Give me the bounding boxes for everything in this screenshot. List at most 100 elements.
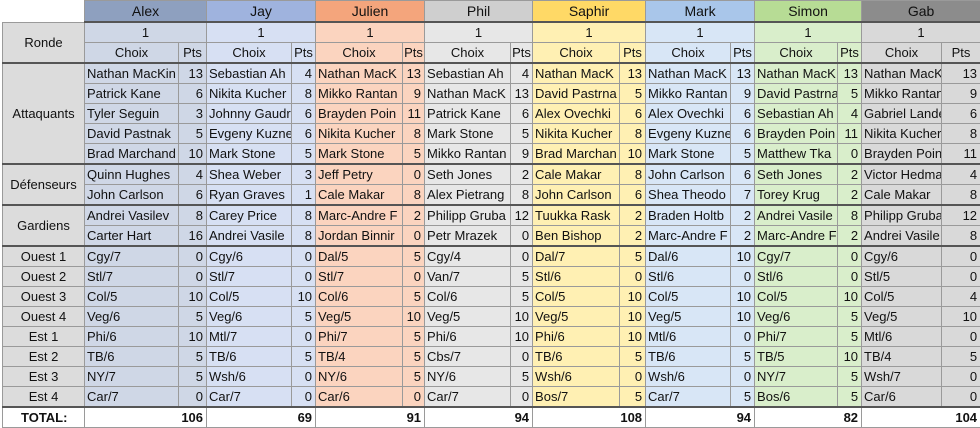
pick-cell: Johnny Gaudr <box>206 103 293 124</box>
pick-cell: Alex Ovechki <box>532 103 621 124</box>
pick-cell: TB/4 <box>315 346 404 367</box>
pts-cell: 0 <box>402 225 426 247</box>
pts-cell: 13 <box>941 62 980 84</box>
pick-cell: NY/7 <box>84 366 179 387</box>
pick-cell: Jeff Petry <box>315 163 404 185</box>
pts-cell: 0 <box>730 266 756 287</box>
pts-cell: 13 <box>402 62 426 84</box>
pts-cell: 2 <box>619 204 647 226</box>
pick-cell: Car/7 <box>84 386 179 408</box>
pick-cell: Cbs/7 <box>424 346 512 367</box>
pts-cell: 0 <box>402 266 426 287</box>
pick-cell: Ben Bishop <box>532 225 621 247</box>
pick-cell: Seth Jones <box>424 163 512 185</box>
pts-cell: 16 <box>177 225 208 247</box>
pts-cell: 9 <box>510 143 534 165</box>
pick-cell: TB/4 <box>861 346 943 367</box>
pts-cell: 10 <box>177 326 208 347</box>
pick-cell: Nathan MacK <box>315 62 404 84</box>
pick-cell: Phi/6 <box>84 326 179 347</box>
section-label: Défenseurs <box>2 163 85 206</box>
pts-cell: 5 <box>510 286 534 307</box>
pick-cell: Veg/5 <box>861 306 943 327</box>
pick-cell: Wsh/7 <box>861 366 943 387</box>
pts-cell: 5 <box>402 346 426 367</box>
pick-cell: NY/6 <box>424 366 512 387</box>
pts-cell: 4 <box>837 103 863 124</box>
pick-cell: Cgy/7 <box>84 245 179 267</box>
pick-cell: David Pastrna <box>754 83 839 104</box>
pts-cell: 0 <box>510 225 534 247</box>
pick-cell: Brayden Poin <box>315 103 404 124</box>
pick-cell: Phi/7 <box>315 326 404 347</box>
pick-cell: Nathan MacKin <box>84 62 179 84</box>
pick-cell: Nathan MacK <box>424 83 512 104</box>
pick-cell: Stl/6 <box>645 266 732 287</box>
pts-cell: 8 <box>619 163 647 185</box>
pick-cell: Nikita Kucher <box>206 83 293 104</box>
pick-cell: Col/5 <box>754 286 839 307</box>
pts-cell: 3 <box>291 163 317 185</box>
ronde-value: 1 <box>83 21 208 43</box>
player-name: Alex <box>83 0 208 23</box>
pts-cell: 6 <box>941 103 980 124</box>
pick-cell: Andrei Vasile <box>206 225 293 247</box>
pick-cell: Mikko Rantan <box>424 143 512 165</box>
pick-cell: Bos/6 <box>754 386 839 408</box>
pick-cell: Stl/7 <box>206 266 293 287</box>
pts-cell: 5 <box>730 386 756 408</box>
pts-cell: 10 <box>619 326 647 347</box>
choix-header: Choix <box>84 42 179 64</box>
pts-cell: 0 <box>941 266 980 287</box>
player-total: 104 <box>861 406 980 428</box>
pick-cell: Marc-Andre F <box>754 225 839 247</box>
pick-cell: Col/6 <box>424 286 512 307</box>
choix-header: Choix <box>206 42 293 64</box>
pick-cell: Quinn Hughes <box>84 163 179 185</box>
pts-cell: 5 <box>177 123 208 144</box>
pick-cell: Stl/7 <box>315 266 404 287</box>
pts-cell: 6 <box>291 123 317 144</box>
pts-cell: 5 <box>291 306 317 327</box>
row-label: Est 4 <box>2 386 85 408</box>
pts-cell: 12 <box>941 204 980 226</box>
pts-cell: 8 <box>941 184 980 206</box>
pick-cell: Col/5 <box>206 286 293 307</box>
pts-cell: 10 <box>730 245 756 267</box>
pts-cell: 0 <box>291 366 317 387</box>
pts-cell: 5 <box>619 386 647 408</box>
pts-cell: 6 <box>730 163 756 185</box>
pick-cell: Dal/5 <box>315 245 404 267</box>
pick-cell: Carey Price <box>206 204 293 226</box>
player-name: Saphir <box>532 0 647 23</box>
pts-cell: 11 <box>837 123 863 144</box>
pts-cell: 5 <box>837 366 863 387</box>
pts-cell: 0 <box>177 245 208 267</box>
pts-cell: 6 <box>619 103 647 124</box>
player-total: 106 <box>83 406 208 428</box>
pick-cell: Dal/6 <box>645 245 732 267</box>
pts-cell: 5 <box>619 83 647 104</box>
pts-cell: 8 <box>510 184 534 206</box>
pts-cell: 8 <box>402 123 426 144</box>
pick-cell: Stl/6 <box>754 266 839 287</box>
pick-cell: TB/6 <box>84 346 179 367</box>
pick-cell: Andrei Vasile <box>861 225 943 247</box>
ronde-value: 1 <box>645 21 756 43</box>
player-total: 69 <box>206 406 317 428</box>
row-label: Ouest 2 <box>2 266 85 287</box>
row-label: Est 2 <box>2 346 85 367</box>
pts-cell: 5 <box>941 346 980 367</box>
pts-cell: 1 <box>291 184 317 206</box>
pick-cell: Nathan MacK <box>861 62 943 84</box>
pick-cell: Andrei Vasilev <box>84 204 179 226</box>
pick-cell: Sebastian Ah <box>424 62 512 84</box>
pick-cell: Seth Jones <box>754 163 839 185</box>
pick-cell: Veg/5 <box>645 306 732 327</box>
pts-cell: 0 <box>510 245 534 267</box>
pts-cell: 10 <box>177 286 208 307</box>
pts-cell: 11 <box>941 143 980 165</box>
pts-cell: 0 <box>730 366 756 387</box>
pts-cell: 3 <box>177 103 208 124</box>
